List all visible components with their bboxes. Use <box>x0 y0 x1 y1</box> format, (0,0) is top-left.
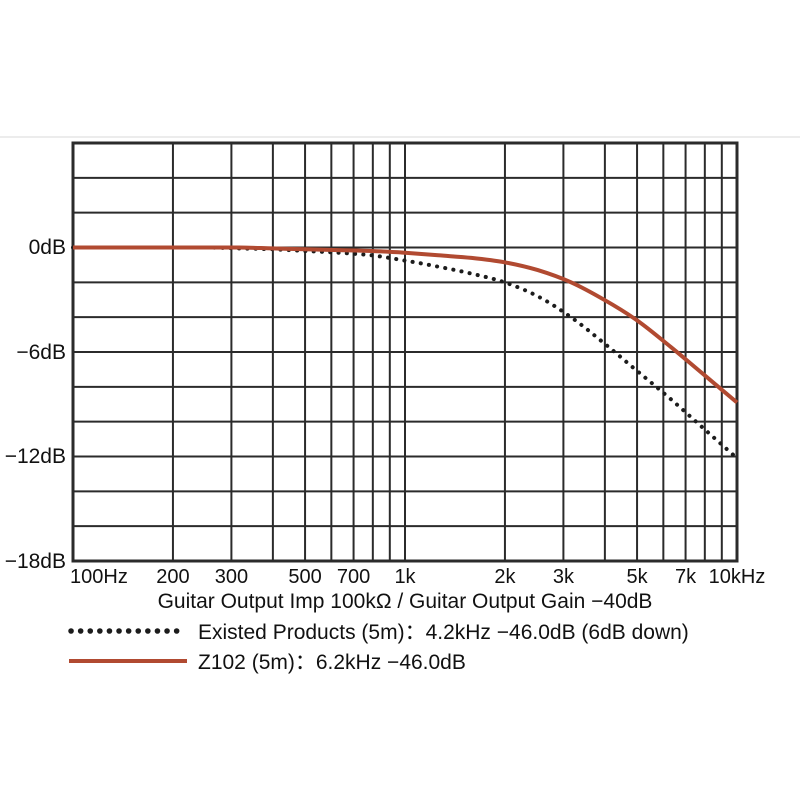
y-tick-label: −12dB <box>4 445 66 468</box>
x-tick-label: 1k <box>394 566 416 588</box>
plot-border <box>71 141 739 563</box>
series-curve-z102 <box>73 245 739 405</box>
x-tick-label: 7k <box>675 566 697 588</box>
legend-row-existed-products: Existed Products (5m)：4.2kHz −46.0dB (6d… <box>66 616 689 646</box>
y-tick-label: −6dB <box>16 340 66 364</box>
image-edge-artifact-line <box>0 136 800 138</box>
solid-line-sample-icon <box>69 659 187 663</box>
y-tick-label: −18dB <box>4 549 66 573</box>
legend-label-z102: Z102 (5m)：6.2kHz −46.0dB <box>198 651 466 674</box>
x-tick-label: 3k <box>552 566 574 588</box>
x-tick-label: 500 <box>288 566 322 588</box>
x-tick-label: 300 <box>214 566 249 588</box>
x-tick-label: 5k <box>626 566 648 588</box>
y-tick-label: 0dB <box>28 236 66 259</box>
dotted-line-sample-icon <box>68 628 188 634</box>
x-tick-label: 100Hz <box>70 566 128 588</box>
x-tick-label: 200 <box>156 566 190 588</box>
x-tick-label: 700 <box>336 566 371 588</box>
x-tick-label: 10kHz <box>708 566 766 588</box>
legend-label-existed-products: Existed Products (5m)：4.2kHz −46.0dB (6d… <box>198 621 689 644</box>
legend-row-z102: Z102 (5m)：6.2kHz −46.0dB <box>66 646 689 676</box>
axis-caption: Guitar Output Imp 100kΩ / Guitar Output … <box>157 590 653 613</box>
legend: Existed Products (5m)：4.2kHz −46.0dB (6d… <box>66 616 689 676</box>
x-tick-label: 2k <box>494 566 516 588</box>
